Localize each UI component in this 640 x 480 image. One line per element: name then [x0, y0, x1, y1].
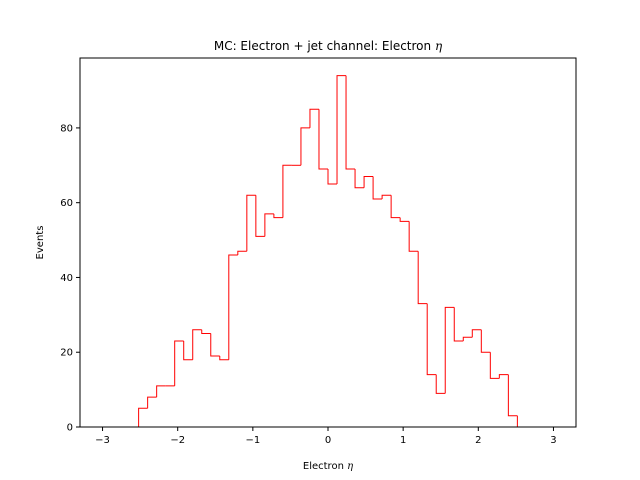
histogram-bin-8: [174, 340, 184, 386]
histogram: [102, 75, 554, 428]
histogram-bin-5: [147, 396, 157, 409]
histogram-bin-44: [498, 374, 509, 379]
x-tick-label: 0: [325, 435, 331, 446]
x-tick-label: 1: [400, 435, 406, 446]
histogram-bin-28: [354, 169, 365, 189]
histogram-bin-13: [219, 355, 229, 361]
y-axis: 0 20 40 60 80: [60, 123, 80, 434]
chart-title-text: MC: Electron + jet channel: Electron: [214, 39, 435, 53]
x-tick-label: 2: [475, 435, 481, 446]
histogram-bin-38: [444, 306, 455, 394]
histogram-bin-14: [228, 254, 238, 360]
histogram-bin-39: [453, 307, 464, 342]
y-tick-label: 60: [60, 198, 73, 209]
histogram-bin-23: [309, 108, 319, 128]
histogram-bin-9: [183, 341, 193, 361]
histogram-bin-30: [372, 176, 383, 200]
histogram-bin-22: [300, 127, 310, 166]
x-axis-label-text: Electron: [303, 461, 347, 472]
x-tick-label: −2: [170, 435, 185, 446]
y-tick-label: 80: [60, 123, 73, 134]
x-axis-label: Electron η: [303, 461, 353, 472]
histogram-bin-15: [237, 250, 247, 256]
x-tick-label: −1: [245, 435, 260, 446]
histogram-bin-16: [246, 194, 256, 252]
histogram-bin-33: [399, 217, 410, 222]
histogram-bin-34: [408, 221, 419, 252]
y-tick-label: 20: [60, 348, 73, 359]
y-axis-label: Events: [35, 226, 46, 260]
histogram-bin-24: [318, 109, 328, 170]
x-tick-label: −3: [95, 435, 110, 446]
histogram-bin-42: [480, 329, 491, 353]
histogram-bin-18: [264, 213, 274, 237]
histogram-bin-26: [336, 75, 347, 184]
histogram-bin-20: [282, 164, 292, 218]
histogram-bin-45: [507, 374, 518, 417]
x-axis-label-symbol: η: [347, 461, 353, 472]
histogram-bin-36: [426, 303, 437, 376]
histogram-bin-10: [192, 329, 202, 360]
chart-title-symbol: η: [435, 39, 443, 53]
histogram-bin-35: [417, 251, 428, 305]
x-tick-label: 3: [550, 435, 556, 446]
histogram-bin-43: [489, 352, 500, 379]
histogram-bin-32: [390, 195, 401, 219]
histogram-bin-41: [471, 329, 482, 338]
histogram-bin-27: [345, 75, 356, 170]
histogram-bin-19: [273, 213, 283, 219]
histogram-bin-12: [210, 333, 220, 357]
histogram-bin-17: [255, 195, 265, 237]
chart-title: MC: Electron + jet channel: Electron η: [214, 39, 443, 53]
histogram-bin-37: [435, 374, 446, 394]
y-tick-label: 40: [60, 273, 73, 284]
histogram-bin-4: [138, 407, 148, 427]
histogram-bin-11: [201, 329, 211, 335]
x-axis: −3 −2 −1 0 1 2 3: [95, 427, 557, 446]
plot-frame: [79, 57, 577, 428]
y-tick-label: 0: [67, 423, 73, 434]
histogram-bin-25: [327, 169, 338, 185]
histogram-bin-6: [156, 385, 166, 398]
histogram-bin-29: [363, 176, 374, 188]
histogram-bin-40: [462, 336, 473, 342]
histogram-bin-31: [381, 194, 392, 199]
